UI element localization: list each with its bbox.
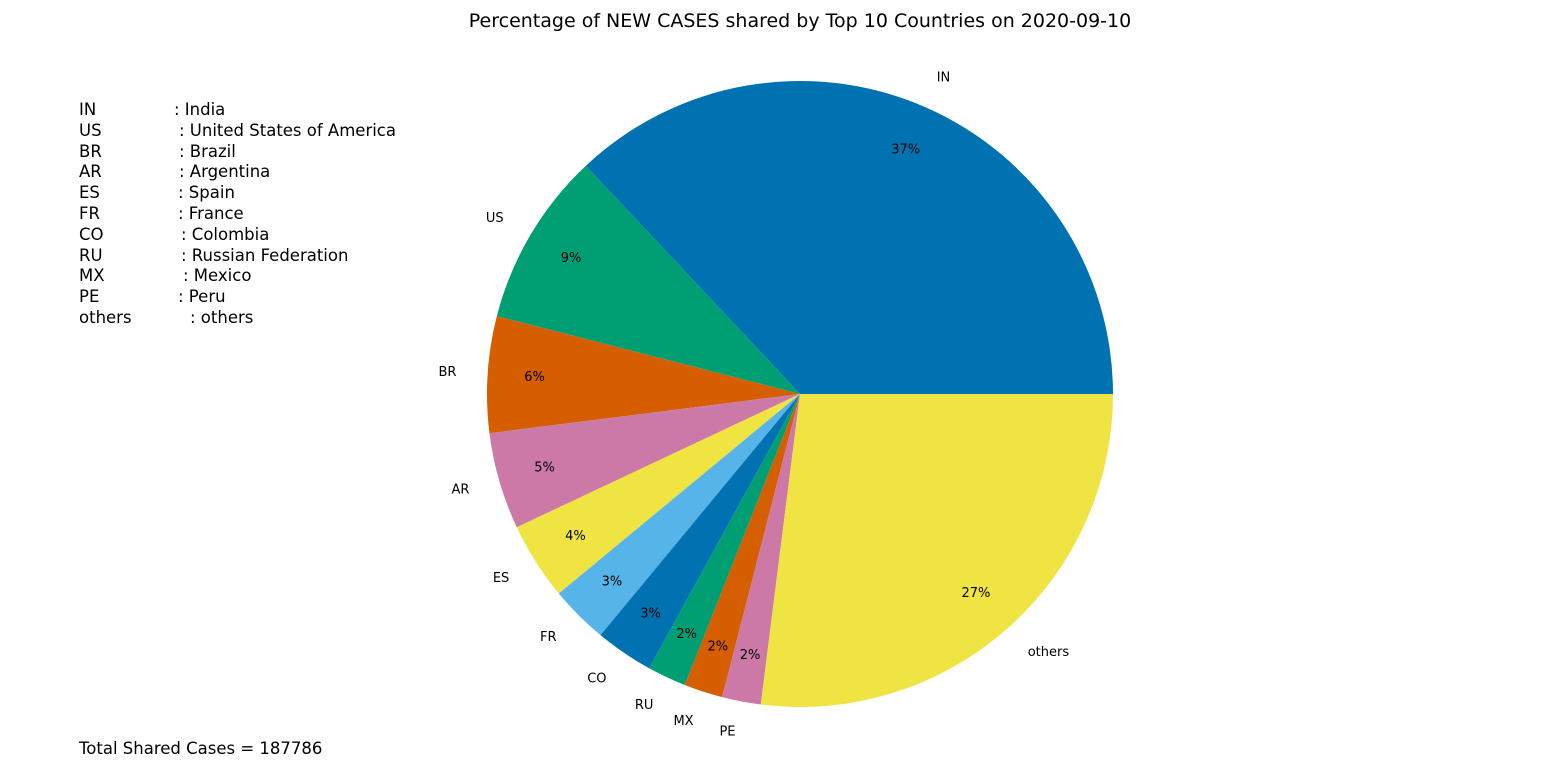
slice-label-us: US — [486, 211, 504, 226]
slice-label-others: others — [1028, 645, 1070, 660]
legend-name: : Spain — [178, 183, 235, 203]
legend-name: : Argentina — [179, 162, 271, 182]
pie-slice-ar — [489, 394, 800, 528]
legend-code: IN — [79, 100, 97, 119]
legend-name: : Peru — [178, 287, 226, 307]
slice-label-ar: AR — [451, 483, 469, 498]
pie-slice-fr — [558, 394, 800, 636]
slice-label-br: BR — [438, 365, 456, 380]
slice-pct-label-es: 4% — [565, 529, 586, 544]
slice-pct-label-in: 37% — [891, 142, 920, 157]
pie-slice-pe — [722, 394, 800, 705]
slice-label-fr: FR — [540, 630, 557, 645]
pie-slice-es — [516, 394, 800, 594]
legend-code: BR — [79, 141, 102, 161]
pie-slice-br — [487, 316, 800, 434]
legend-name: : Brazil — [179, 141, 236, 161]
pie-slice-ru — [649, 394, 800, 686]
slice-pct-label-us: 9% — [561, 251, 582, 266]
legend-code: US — [79, 120, 102, 140]
slice-label-ru: RU — [635, 698, 654, 713]
slice-label-mx: MX — [673, 714, 693, 729]
pie-slices — [487, 81, 1113, 707]
legend-code: RU — [79, 245, 103, 265]
legend-code: FR — [79, 203, 100, 223]
legend-name: : India — [174, 100, 226, 119]
legend-name: : Mexico — [183, 266, 252, 286]
slice-pct-label-ru: 2% — [676, 627, 697, 642]
pie-labels: IN 37% US 9% BR 6% AR 5% ES 4% FR 3% CO 3% RU 2% MX 2% PE 2… — [438, 71, 1069, 740]
legend-name: : Colombia — [181, 224, 270, 244]
chart-title: Percentage of NEW CASES shared by Top 10… — [468, 10, 1132, 32]
legend-code: AR — [79, 162, 102, 182]
pie-slice-in — [585, 81, 1113, 395]
slice-label-co: CO — [587, 671, 606, 686]
legend-name: : United States of America — [179, 120, 396, 140]
legend-name: : France — [178, 203, 244, 223]
legend-code: PE — [79, 287, 100, 307]
slice-pct-label-mx: 2% — [707, 640, 728, 655]
slice-pct-label-fr: 3% — [602, 575, 623, 590]
slice-pct-label-ar: 5% — [534, 461, 555, 476]
slice-pct-label-pe: 2% — [740, 648, 761, 663]
legend-code: ES — [79, 183, 100, 203]
slice-pct-label-others: 27% — [961, 586, 990, 601]
legend-name: : Russian Federation — [181, 245, 349, 265]
slice-label-pe: PE — [719, 725, 735, 740]
legend-code: MX — [79, 266, 105, 286]
slice-label-in: IN — [937, 71, 951, 86]
slice-pct-label-co: 3% — [640, 607, 661, 622]
pie-slice-mx — [684, 394, 800, 698]
legend-code: others — [79, 307, 132, 327]
pie-slice-us — [496, 165, 800, 394]
pie-slice-co — [600, 394, 800, 669]
total-shared-cases: Total Shared Cases = 187786 — [79, 739, 323, 758]
pie-slice-others — [760, 394, 1113, 707]
slice-label-es: ES — [493, 571, 509, 586]
legend-name: : others — [190, 307, 254, 327]
slice-pct-label-br: 6% — [524, 370, 545, 385]
legend-code: CO — [79, 224, 104, 244]
